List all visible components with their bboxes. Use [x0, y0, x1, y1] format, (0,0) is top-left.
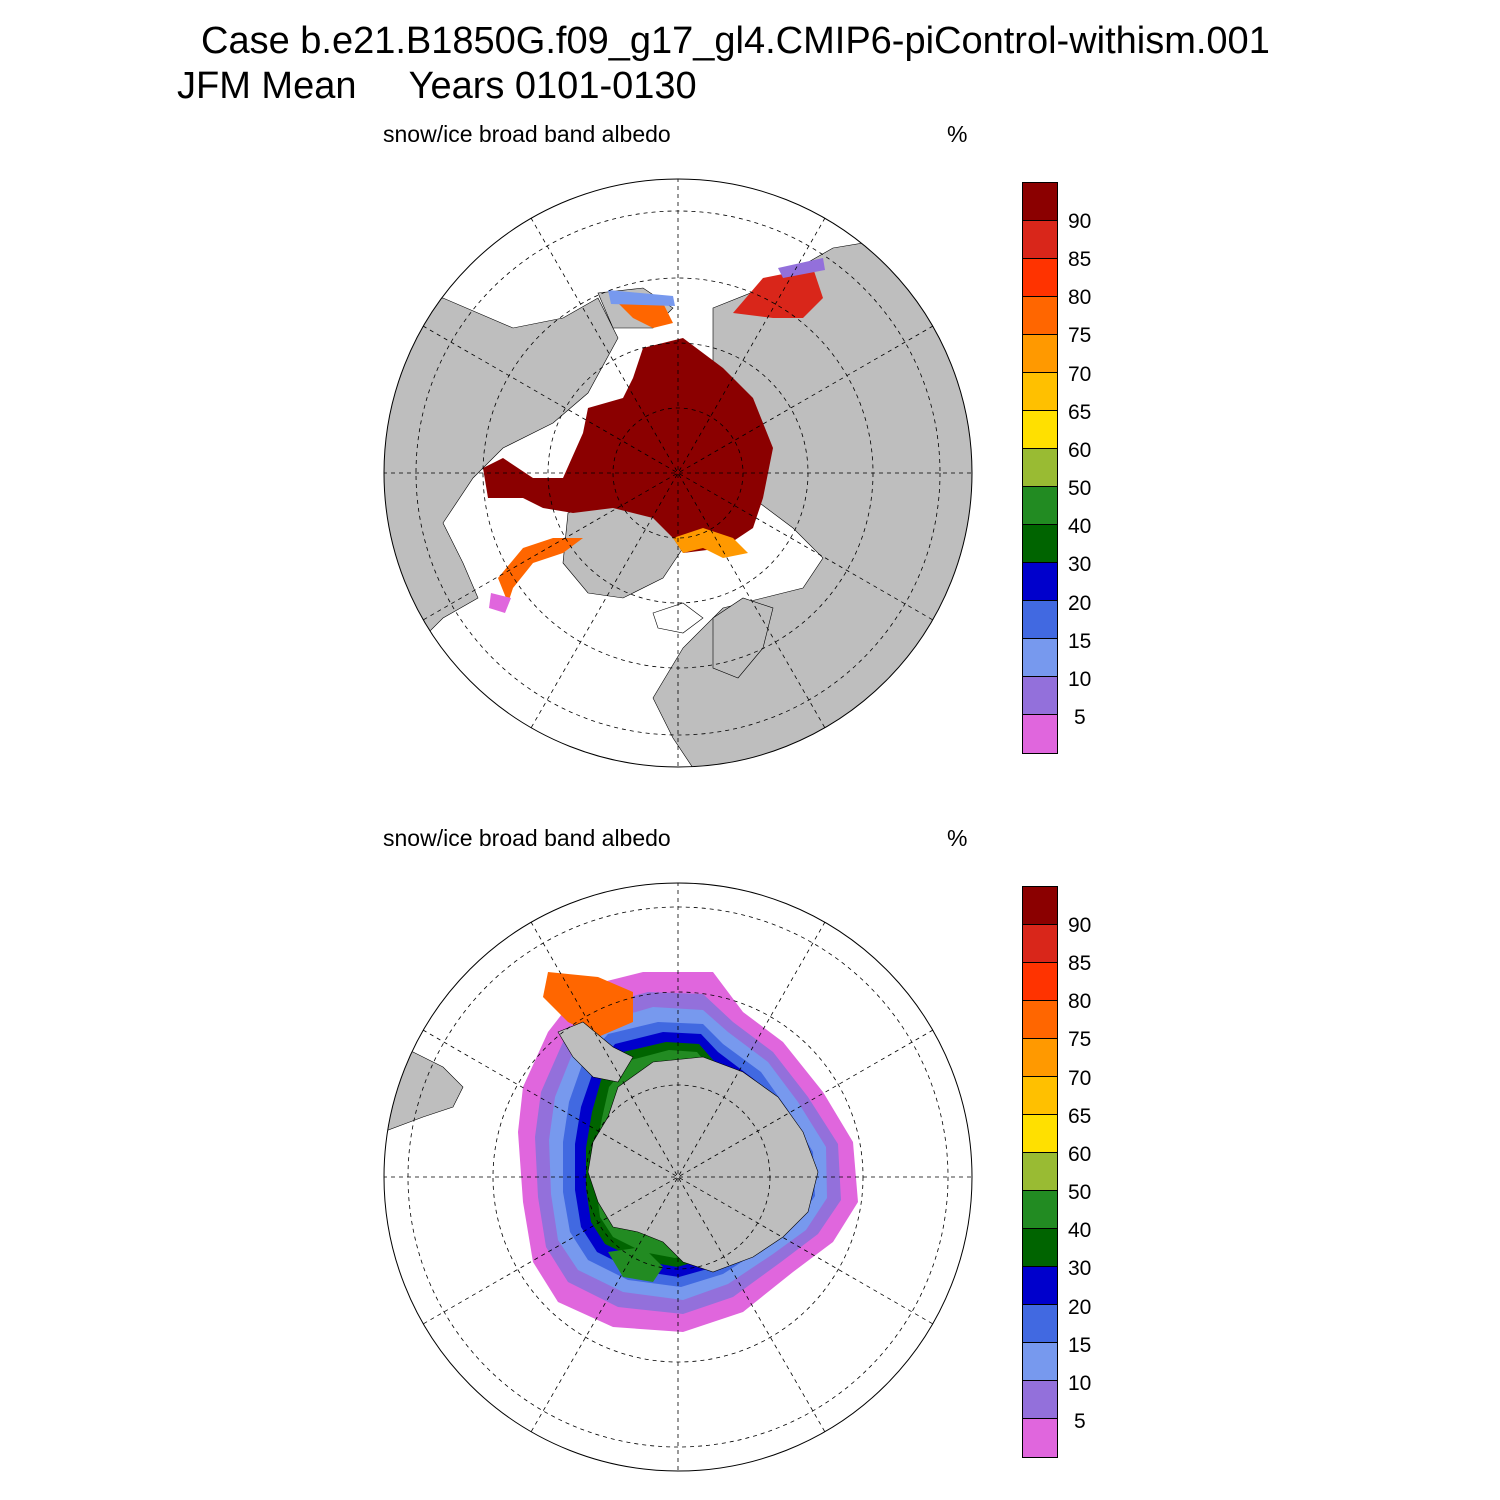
north-polar-map [383, 178, 973, 768]
panel-units-south: % [947, 825, 968, 851]
colorbar-label: 80 [1068, 990, 1092, 1013]
sea-ice-bering [613, 298, 673, 328]
colorbar-label: 70 [1068, 1067, 1092, 1090]
colorbar-box [1023, 639, 1057, 677]
colorbar-label: 20 [1068, 1296, 1092, 1319]
colorbar-box [1023, 563, 1057, 601]
colorbar-box [1023, 373, 1057, 411]
colorbar-box [1023, 1115, 1057, 1153]
panel-title-south: snow/ice broad band albedo [383, 825, 671, 851]
land-north-america [384, 297, 619, 649]
colorbar-label: 60 [1068, 1143, 1092, 1166]
sea-ice-baffin-edge [498, 538, 583, 603]
colorbar-box [1023, 925, 1057, 963]
colorbar-box [1023, 1229, 1057, 1267]
colorbar-box [1023, 1381, 1057, 1419]
colorbar-label: 5 [1074, 1410, 1086, 1433]
colorbar-label: 85 [1068, 952, 1092, 975]
colorbar-label: 80 [1068, 286, 1092, 309]
colorbar-label: 10 [1068, 1372, 1092, 1395]
colorbar-label: 5 [1074, 706, 1086, 729]
figure-title-case: Case b.e21.B1850G.f09_g17_gl4.CMIP6-piCo… [201, 20, 1270, 62]
colorbar-box [1023, 449, 1057, 487]
colorbar-label: 50 [1068, 477, 1092, 500]
colorbar-south [1022, 886, 1058, 1458]
colorbar-label: 90 [1068, 914, 1092, 937]
colorbar-box [1023, 715, 1057, 753]
colorbar-label: 40 [1068, 1219, 1092, 1242]
colorbar-box [1023, 335, 1057, 373]
colorbar-label: 15 [1068, 630, 1092, 653]
sea-ice-okhotsk [733, 268, 823, 318]
colorbar-box [1023, 1153, 1057, 1191]
colorbar-box [1023, 1039, 1057, 1077]
colorbar-box [1023, 1305, 1057, 1343]
colorbar-box [1023, 221, 1057, 259]
colorbar-label: 85 [1068, 248, 1092, 271]
colorbar-north [1022, 182, 1058, 754]
colorbar-box [1023, 1001, 1057, 1039]
colorbar-label: 90 [1068, 210, 1092, 233]
sea-ice-arctic [483, 338, 773, 553]
colorbar-label: 50 [1068, 1181, 1092, 1204]
colorbar-label: 15 [1068, 1334, 1092, 1357]
colorbar-box [1023, 259, 1057, 297]
colorbar-label: 60 [1068, 439, 1092, 462]
sea-ice-weddell-high [543, 972, 633, 1037]
colorbar-label: 65 [1068, 1105, 1092, 1128]
colorbar-label: 65 [1068, 401, 1092, 424]
land-scandinavia [712, 597, 774, 679]
colorbar-box [1023, 963, 1057, 1001]
sea-ice-labrador-margin [489, 593, 511, 613]
south-polar-map [383, 882, 973, 1472]
colorbar-label: 75 [1068, 324, 1092, 347]
panel-title-north: snow/ice broad band albedo [383, 121, 671, 147]
sea-ice-ross-green [608, 1247, 663, 1282]
colorbar-label: 75 [1068, 1028, 1092, 1051]
figure-title-period: JFM Mean Years 0101-0130 [177, 65, 697, 107]
colorbar-box [1023, 1077, 1057, 1115]
colorbar-box [1023, 487, 1057, 525]
colorbar-label: 30 [1068, 553, 1092, 576]
colorbar-box [1023, 1267, 1057, 1305]
colorbar-label: 40 [1068, 515, 1092, 538]
sea-ice-bering-margin [608, 290, 675, 306]
sea-ice-okhotsk-margin [778, 258, 825, 278]
colorbar-box [1023, 183, 1057, 221]
colorbar-box [1023, 297, 1057, 335]
colorbar-box [1023, 677, 1057, 715]
colorbar-label: 70 [1068, 363, 1092, 386]
land-antarctic-peninsula [557, 1021, 634, 1083]
colorbar-label: 10 [1068, 668, 1092, 691]
sea-ice-barents-edge [673, 528, 748, 558]
colorbar-box [1023, 411, 1057, 449]
colorbar-box [1023, 1191, 1057, 1229]
colorbar-box [1023, 887, 1057, 925]
colorbar-box [1023, 525, 1057, 563]
colorbar-label: 20 [1068, 592, 1092, 615]
panel-units-north: % [947, 121, 968, 147]
colorbar-box [1023, 601, 1057, 639]
colorbar-box [1023, 1343, 1057, 1381]
colorbar-box [1023, 1419, 1057, 1457]
colorbar-label: 30 [1068, 1257, 1092, 1280]
